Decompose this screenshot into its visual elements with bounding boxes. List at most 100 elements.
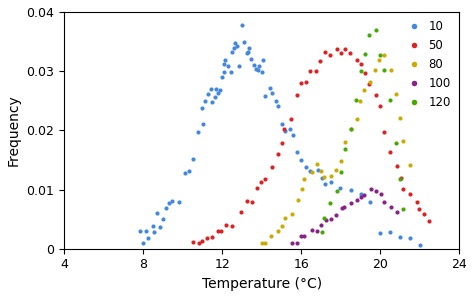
Point <box>333 168 340 173</box>
Point <box>376 103 384 108</box>
Point <box>228 50 236 55</box>
Point <box>245 49 252 54</box>
Point <box>297 158 304 163</box>
Point <box>250 63 257 67</box>
Point <box>360 88 368 92</box>
Point <box>387 68 394 73</box>
Point <box>211 94 219 99</box>
Point <box>212 87 220 92</box>
Point <box>254 186 261 191</box>
Point <box>392 141 400 145</box>
Point <box>258 69 266 74</box>
Point <box>373 28 380 32</box>
Point <box>380 52 388 57</box>
Point <box>366 199 374 204</box>
Point <box>416 242 424 247</box>
Point <box>341 46 349 51</box>
Point <box>156 224 164 229</box>
Point <box>154 210 161 215</box>
Point <box>255 63 263 68</box>
Point <box>297 233 304 238</box>
Point <box>247 57 255 62</box>
Point <box>376 57 383 62</box>
Point <box>306 69 314 74</box>
Point <box>145 235 152 240</box>
Point <box>341 147 348 151</box>
Point <box>266 85 274 90</box>
Point <box>237 209 245 214</box>
Point <box>149 224 157 229</box>
Point <box>365 82 373 86</box>
Point <box>150 229 158 234</box>
Point <box>337 50 345 55</box>
Point <box>357 68 365 73</box>
Point <box>393 209 401 214</box>
Point <box>136 229 144 233</box>
Point <box>294 198 301 203</box>
Point <box>377 192 384 196</box>
Point <box>400 139 407 144</box>
Point <box>159 216 166 221</box>
Point <box>318 175 326 180</box>
Point <box>333 188 341 193</box>
Point <box>372 68 379 73</box>
Point <box>357 192 365 197</box>
Point <box>332 212 340 217</box>
Point <box>288 241 296 246</box>
Point <box>356 98 364 103</box>
Point <box>175 200 182 204</box>
Point <box>207 86 215 91</box>
Point <box>182 171 189 176</box>
Point <box>327 200 334 205</box>
Point <box>347 187 355 192</box>
Point <box>258 240 266 245</box>
Point <box>281 215 289 220</box>
Point <box>267 234 274 239</box>
Point <box>142 229 149 233</box>
Point <box>396 235 404 239</box>
Point <box>221 62 228 66</box>
Point <box>399 187 407 192</box>
Point <box>231 41 239 46</box>
Point <box>222 57 229 62</box>
Point <box>327 174 335 179</box>
Point <box>301 176 308 181</box>
Point <box>314 168 321 173</box>
Point <box>185 169 193 173</box>
Point <box>308 228 316 233</box>
Point <box>317 168 325 173</box>
Point <box>357 62 365 66</box>
Point <box>162 206 170 210</box>
Point <box>215 229 222 234</box>
Point <box>333 47 341 52</box>
Point <box>208 100 216 105</box>
Point <box>194 130 201 134</box>
Point <box>380 200 388 204</box>
Point <box>347 127 355 131</box>
Point <box>165 200 173 205</box>
Point <box>313 69 320 73</box>
Point <box>322 218 329 223</box>
Point <box>328 216 335 221</box>
Point <box>201 99 209 103</box>
Point <box>288 212 295 217</box>
Point <box>337 170 345 175</box>
Point <box>220 70 228 75</box>
Point <box>236 64 243 69</box>
Point <box>293 92 301 97</box>
Point <box>288 117 295 121</box>
Point <box>387 205 395 210</box>
Point <box>426 218 433 223</box>
Point <box>386 150 394 155</box>
Point <box>282 128 289 133</box>
Point <box>230 45 237 50</box>
Point <box>269 164 276 169</box>
Point <box>367 187 375 192</box>
Point <box>261 94 269 99</box>
Point <box>313 162 320 167</box>
Point <box>278 121 286 126</box>
Point <box>386 230 393 235</box>
Point <box>218 228 225 233</box>
Point <box>308 170 316 175</box>
Point <box>302 164 310 169</box>
